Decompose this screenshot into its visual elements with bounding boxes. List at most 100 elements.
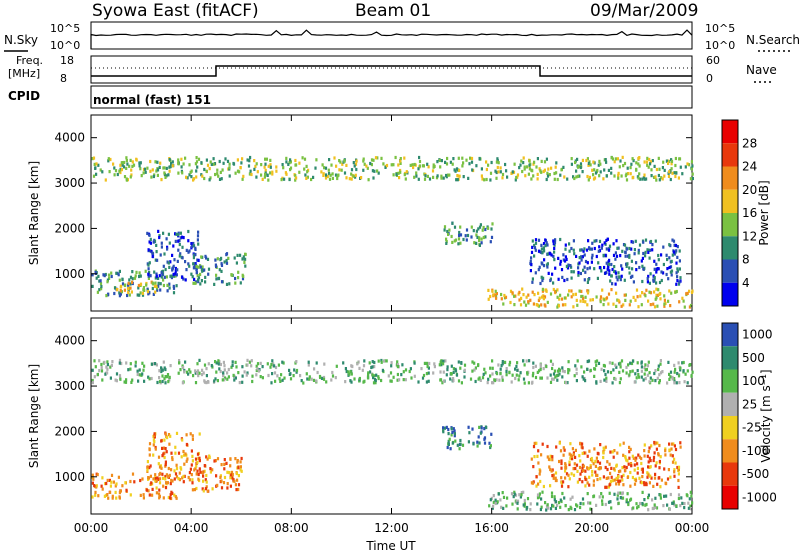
scatter-cell — [514, 178, 517, 182]
scatter-cell — [584, 475, 587, 479]
scatter-cell — [459, 366, 462, 370]
scatter-cell — [632, 159, 635, 163]
scatter-cell — [562, 453, 565, 457]
scatter-cell — [621, 491, 624, 495]
scatter-cell — [649, 291, 653, 295]
scatter-cell — [93, 375, 96, 379]
scatter-cell — [621, 478, 624, 482]
scatter-cell — [153, 284, 157, 288]
scatter-cell — [631, 475, 634, 480]
scatter-cell — [170, 161, 173, 166]
scatter-cell — [447, 432, 450, 436]
scatter-cell — [255, 175, 258, 179]
scatter-cell — [119, 289, 122, 293]
scatter-cell — [663, 298, 666, 302]
scatter-cell — [119, 292, 122, 296]
scatter-cell — [581, 170, 584, 174]
scatter-cell — [160, 245, 163, 249]
scatter-cell — [536, 157, 539, 161]
scatter-cell — [181, 381, 184, 385]
scatter-cell — [236, 158, 239, 162]
scatter-cell — [689, 363, 692, 367]
scatter-cell — [598, 239, 602, 243]
velocity-scatter-cells — [91, 358, 694, 512]
scatter-cell — [634, 298, 637, 302]
scatter-cell — [330, 163, 333, 167]
scatter-cell — [353, 164, 356, 168]
scatter-cell — [272, 362, 275, 366]
scatter-cell — [138, 373, 141, 377]
scatter-cell — [453, 432, 456, 436]
scatter-cell — [602, 446, 605, 450]
scatter-cell — [132, 163, 136, 167]
colorbar-tick-label: 12 — [742, 229, 757, 243]
colorbar-tick-label: 24 — [742, 160, 757, 174]
scatter-cell — [473, 361, 476, 365]
scatter-cell — [444, 160, 447, 164]
scatter-cell — [345, 176, 348, 180]
scatter-cell — [520, 296, 523, 300]
scatter-cell — [95, 276, 98, 280]
scatter-cell — [661, 166, 664, 170]
scatter-cell — [447, 427, 450, 432]
scatter-cell — [653, 371, 656, 376]
scatter-cell — [487, 377, 490, 381]
scatter-cell — [558, 459, 561, 464]
scatter-cell — [537, 304, 540, 308]
scatter-cell — [554, 165, 557, 169]
scatter-cell — [267, 373, 270, 378]
scatter-cell — [657, 258, 660, 262]
scatter-cell — [197, 230, 200, 234]
scatter-cell — [505, 504, 508, 508]
scatter-cell — [553, 246, 556, 250]
scatter-cell — [109, 484, 112, 488]
scatter-cell — [539, 376, 542, 380]
scatter-cell — [644, 294, 647, 298]
scatter-cell — [575, 367, 578, 371]
scatter-cell — [174, 495, 177, 499]
scatter-cell — [663, 294, 666, 298]
scatter-cell — [485, 160, 488, 164]
scatter-cell — [195, 156, 198, 160]
scatter-cell — [566, 177, 569, 181]
scatter-cell — [374, 156, 378, 160]
scatter-cell — [199, 272, 202, 276]
scatter-cell — [142, 286, 145, 290]
scatter-cell — [194, 369, 197, 373]
scatter-cell — [610, 466, 613, 470]
scatter-cell — [446, 368, 449, 372]
scatter-cell — [377, 171, 380, 175]
scatter-cell — [115, 379, 118, 383]
scatter-cell — [513, 303, 516, 307]
scatter-cell — [157, 281, 160, 285]
scatter-cell — [574, 448, 577, 452]
scatter-cell — [494, 501, 497, 506]
scatter-cell — [125, 178, 128, 182]
scatter-cell — [582, 249, 585, 253]
scatter-cell — [402, 370, 405, 374]
scatter-cell — [396, 378, 399, 382]
scatter-cell — [676, 275, 679, 279]
scatter-cell — [536, 172, 539, 176]
scatter-cell — [613, 376, 616, 381]
scatter-cell — [345, 369, 348, 374]
scatter-cell — [270, 381, 273, 385]
scatter-cell — [533, 243, 536, 247]
scatter-cell — [174, 269, 177, 273]
scatter-cell — [477, 377, 480, 381]
scatter-cell — [172, 284, 175, 288]
scatter-cell — [614, 157, 617, 161]
scatter-cell — [539, 367, 542, 372]
scatter-cell — [216, 257, 219, 261]
scatter-cell — [618, 165, 621, 169]
scatter-cell — [120, 361, 123, 366]
scatter-cell — [638, 501, 642, 506]
scatter-cell — [191, 244, 194, 249]
scatter-cell — [380, 156, 383, 160]
scatter-cell — [287, 162, 290, 166]
scatter-cell — [427, 371, 430, 375]
scatter-cell — [561, 366, 564, 370]
scatter-cell — [168, 282, 171, 286]
scatter-cell — [119, 489, 122, 493]
scatter-cell — [189, 432, 192, 436]
